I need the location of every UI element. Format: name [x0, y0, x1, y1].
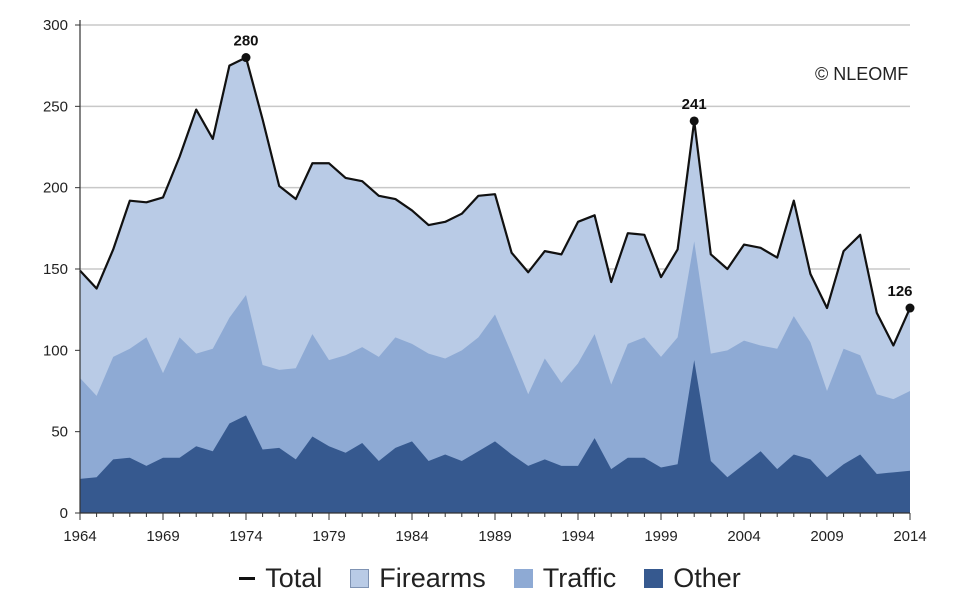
x-tick-label: 1999 — [644, 528, 677, 545]
annotation-point — [905, 303, 915, 313]
x-tick-label: 1969 — [146, 528, 179, 545]
annotation-label: 126 — [887, 283, 912, 300]
x-tick-label: 1984 — [395, 528, 428, 545]
y-tick-label: 50 — [51, 424, 68, 441]
legend-item-traffic: Traffic — [513, 562, 617, 594]
annotation-label: 280 — [233, 33, 258, 50]
x-tick-label: 1979 — [312, 528, 345, 545]
legend: Total Firearms Traffic Other — [0, 558, 980, 598]
peak-annotations: 280 241 126 — [233, 33, 915, 313]
series-line-total — [79, 56, 912, 347]
legend-swatch-other — [644, 568, 664, 588]
x-tick-label: 2014 — [893, 528, 926, 545]
x-tick-label: 1964 — [63, 528, 96, 545]
x-tick-label: 1989 — [478, 528, 511, 545]
y-axis-ticks: 0 50 100 150 200 250 300 — [43, 17, 80, 522]
annotation-label: 241 — [682, 96, 707, 113]
x-tick-label: 1994 — [561, 528, 594, 545]
x-tick-label: 2004 — [727, 528, 760, 545]
x-tick-label: 1974 — [229, 528, 262, 545]
legend-swatch-traffic — [513, 568, 533, 588]
legend-item-total: Total — [239, 563, 322, 594]
y-tick-label: 150 — [43, 261, 68, 278]
series-area-other — [80, 360, 910, 513]
legend-label-total: Total — [265, 562, 323, 593]
copyright-watermark: © NLEOMF — [815, 64, 908, 84]
annotation-point — [241, 53, 251, 63]
y-tick-label: 0 — [60, 505, 68, 522]
x-axis-ticks: 1964 1969 1974 1979 1984 1989 1994 1999 2004 2009… — [63, 513, 927, 545]
legend-item-other: Other — [644, 563, 741, 594]
legend-swatch-firearms — [350, 568, 370, 588]
y-tick-label: 100 — [43, 342, 68, 359]
y-tick-label: 300 — [43, 17, 68, 34]
y-tick-label: 250 — [43, 98, 68, 115]
legend-line-swatch — [239, 576, 256, 580]
legend-item-firearms: Firearms — [350, 563, 486, 594]
legend-label-other: Other — [673, 562, 741, 593]
legend-label-traffic: Traffic — [542, 562, 617, 593]
legend-label-firearms: Firearms — [379, 562, 486, 593]
y-tick-label: 200 — [43, 180, 68, 197]
annotation-point — [689, 116, 699, 126]
x-tick-label: 2009 — [810, 528, 843, 545]
area-layers — [79, 56, 912, 513]
